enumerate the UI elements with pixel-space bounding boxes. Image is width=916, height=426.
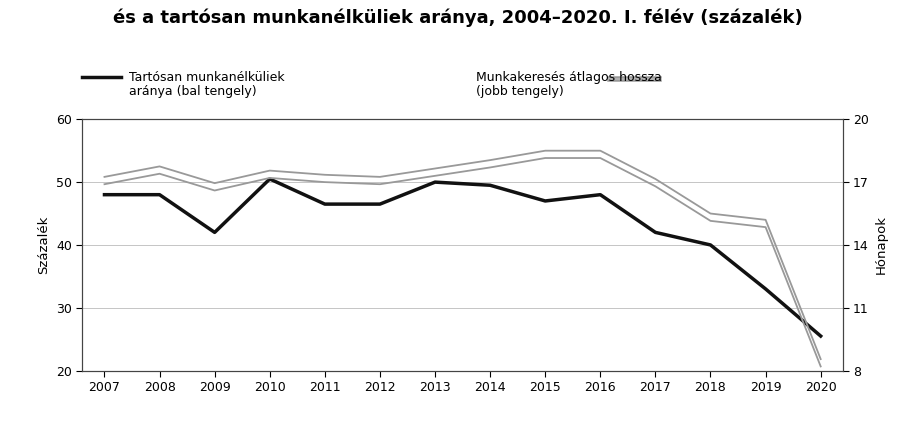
Text: aránya (bal tengely): aránya (bal tengely) [128, 85, 256, 98]
Text: Munkakeresés átlagos hossza: Munkakeresés átlagos hossza [476, 71, 662, 84]
Text: és a tartósan munkanélküliek aránya, 2004–2020. I. félév (százalék): és a tartósan munkanélküliek aránya, 200… [113, 9, 803, 27]
Y-axis label: Hónapok: Hónapok [875, 216, 888, 274]
Y-axis label: Százalék: Százalék [38, 216, 50, 274]
Text: (jobb tengely): (jobb tengely) [476, 85, 564, 98]
Text: Tartósan munkanélküliek: Tartósan munkanélküliek [128, 71, 284, 84]
